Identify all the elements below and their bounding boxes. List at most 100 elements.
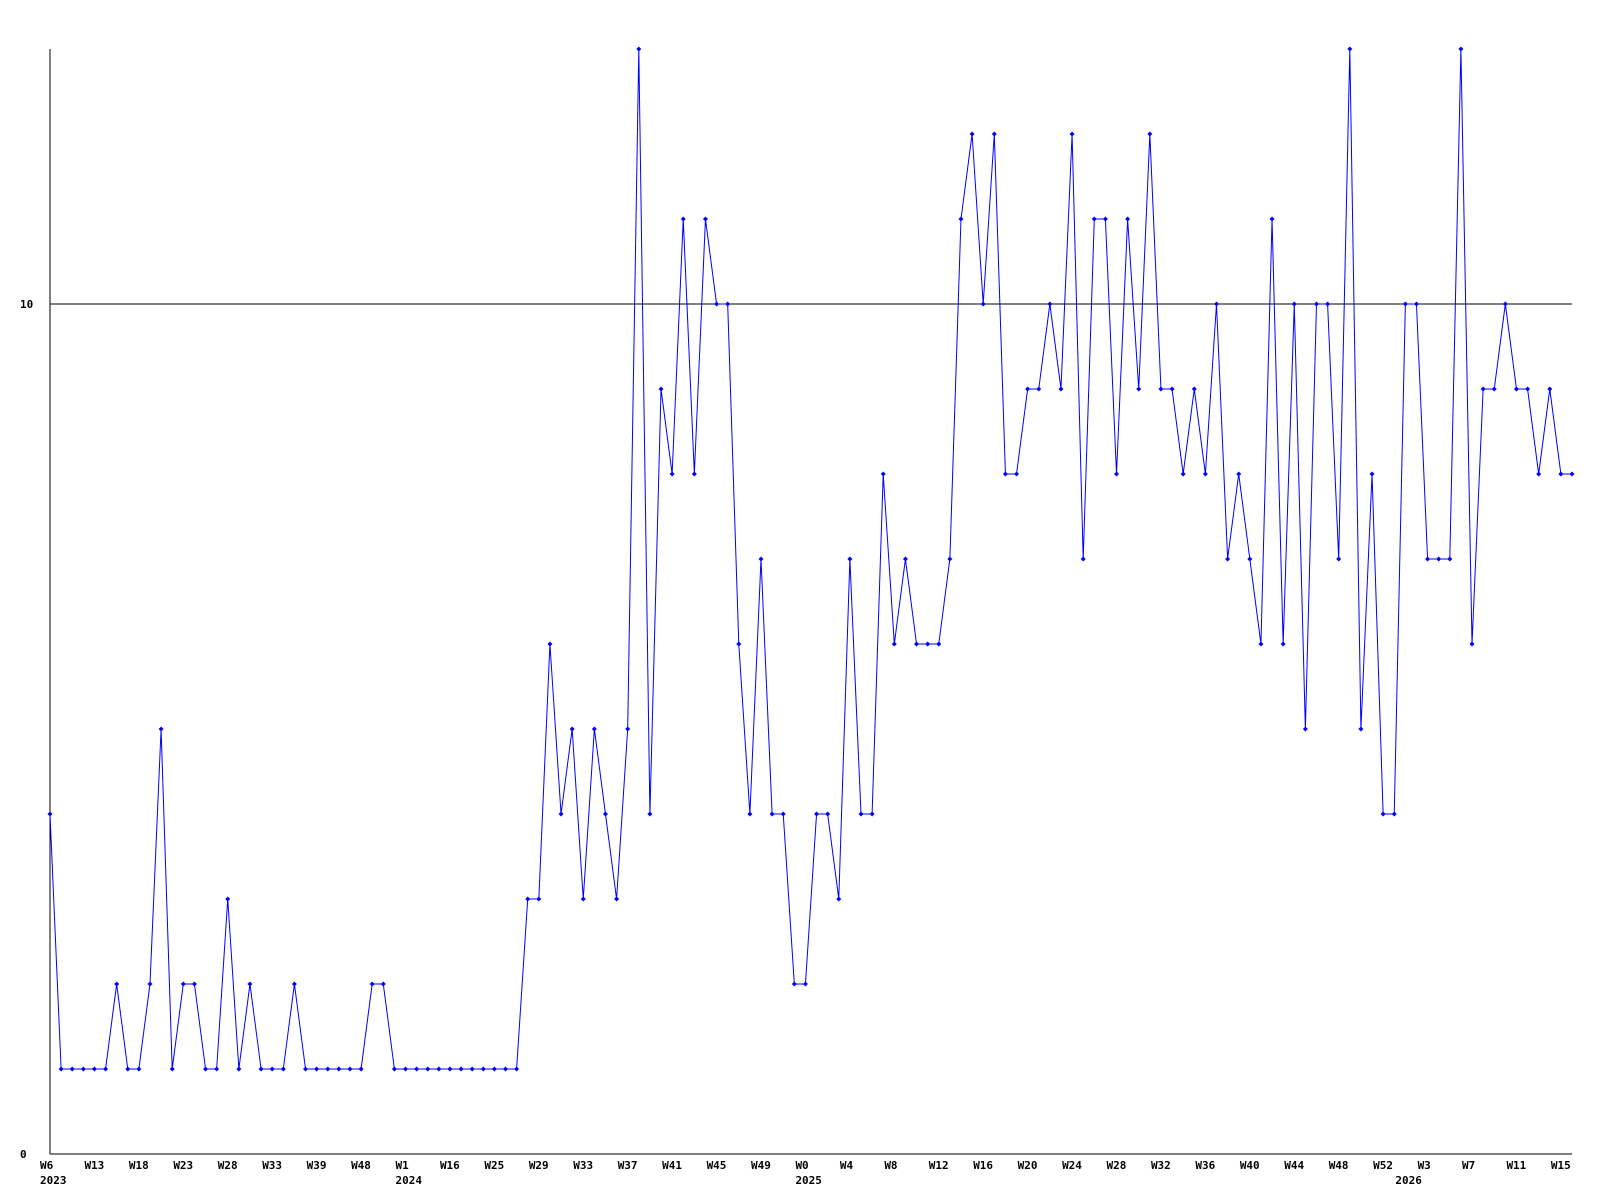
data-point (1169, 386, 1175, 392)
data-point (1025, 386, 1031, 392)
x-tick-label: W41 (662, 1159, 682, 1172)
data-point (80, 1066, 86, 1072)
data-point (469, 1066, 475, 1072)
data-point (1325, 301, 1331, 307)
data-point (1313, 301, 1319, 307)
data-point (780, 811, 786, 817)
data-point (814, 811, 820, 817)
data-line (49, 48, 1572, 1070)
x-year-label: 2026 (1395, 1174, 1422, 1187)
data-point (1480, 386, 1486, 392)
data-point (1213, 301, 1219, 307)
data-point (125, 1066, 131, 1072)
data-point (1513, 386, 1519, 392)
data-point (1547, 386, 1553, 392)
x-tick-label: W44 (1284, 1159, 1304, 1172)
data-point (558, 811, 564, 817)
data-point (758, 556, 764, 562)
x-tick-label: W33 (262, 1159, 282, 1172)
data-point (936, 641, 942, 647)
data-point (1347, 46, 1353, 52)
data-point (458, 1066, 464, 1072)
data-point (103, 1066, 109, 1072)
data-point (1247, 556, 1253, 562)
data-point (1191, 386, 1197, 392)
x-tick-label: W28 (1107, 1159, 1127, 1172)
data-point (958, 216, 964, 222)
x-tick-label: W49 (751, 1159, 771, 1172)
x-tick-label: W0 (795, 1159, 808, 1172)
data-point (1225, 556, 1231, 562)
data-point (858, 811, 864, 817)
x-tick-label: W48 (1329, 1159, 1349, 1172)
data-point (891, 641, 897, 647)
data-point (1236, 471, 1242, 477)
data-point (869, 811, 875, 817)
data-point (1114, 471, 1120, 477)
data-point (380, 981, 386, 987)
data-point (714, 301, 720, 307)
data-point (769, 811, 775, 817)
data-point (536, 896, 542, 902)
data-point (425, 1066, 431, 1072)
data-point (391, 1066, 397, 1072)
data-point (69, 1066, 75, 1072)
data-point (947, 556, 953, 562)
data-point (114, 981, 120, 987)
data-point (1036, 386, 1042, 392)
x-tick-label: W32 (1151, 1159, 1171, 1172)
data-point (1491, 386, 1497, 392)
x-tick-label: W18 (129, 1159, 149, 1172)
data-point (836, 896, 842, 902)
data-point (1091, 216, 1097, 222)
data-point (625, 726, 631, 732)
data-point (747, 811, 753, 817)
x-tick-label: W1 (396, 1159, 410, 1172)
data-point (980, 301, 986, 307)
data-point (1202, 471, 1208, 477)
data-point (1447, 556, 1453, 562)
data-point (1402, 301, 1408, 307)
data-point (802, 981, 808, 987)
data-point (1425, 556, 1431, 562)
data-point (436, 1066, 442, 1072)
data-point (991, 131, 997, 137)
x-tick-label: W20 (1018, 1159, 1038, 1172)
data-point (680, 216, 686, 222)
data-point (1014, 471, 1020, 477)
data-point (1336, 556, 1342, 562)
x-tick-label: W12 (929, 1159, 949, 1172)
x-tick-label: W52 (1373, 1159, 1393, 1172)
x-tick-label: W23 (173, 1159, 193, 1172)
data-point (1180, 471, 1186, 477)
data-point (602, 811, 608, 817)
x-tick-label: W4 (840, 1159, 854, 1172)
data-point (1536, 471, 1542, 477)
data-point (1125, 216, 1131, 222)
data-point (1291, 301, 1297, 307)
x-tick-label: W6 (40, 1159, 54, 1172)
data-point (636, 46, 642, 52)
data-point (158, 726, 164, 732)
data-point (203, 1066, 209, 1072)
data-point (447, 1066, 453, 1072)
data-point (1069, 131, 1075, 137)
data-point (325, 1066, 331, 1072)
data-point (1058, 386, 1064, 392)
data-point (280, 1066, 286, 1072)
data-point (1380, 811, 1386, 817)
data-point (303, 1066, 309, 1072)
data-point (1258, 641, 1264, 647)
data-point (136, 1066, 142, 1072)
data-point (47, 811, 53, 817)
data-point (1413, 301, 1419, 307)
x-tick-label: W25 (484, 1159, 504, 1172)
data-point (658, 386, 664, 392)
data-point (702, 216, 708, 222)
data-point (247, 981, 253, 987)
data-point (169, 1066, 175, 1072)
x-tick-label: W8 (884, 1159, 897, 1172)
data-point (347, 1066, 353, 1072)
data-point (1558, 471, 1564, 477)
data-point (502, 1066, 508, 1072)
